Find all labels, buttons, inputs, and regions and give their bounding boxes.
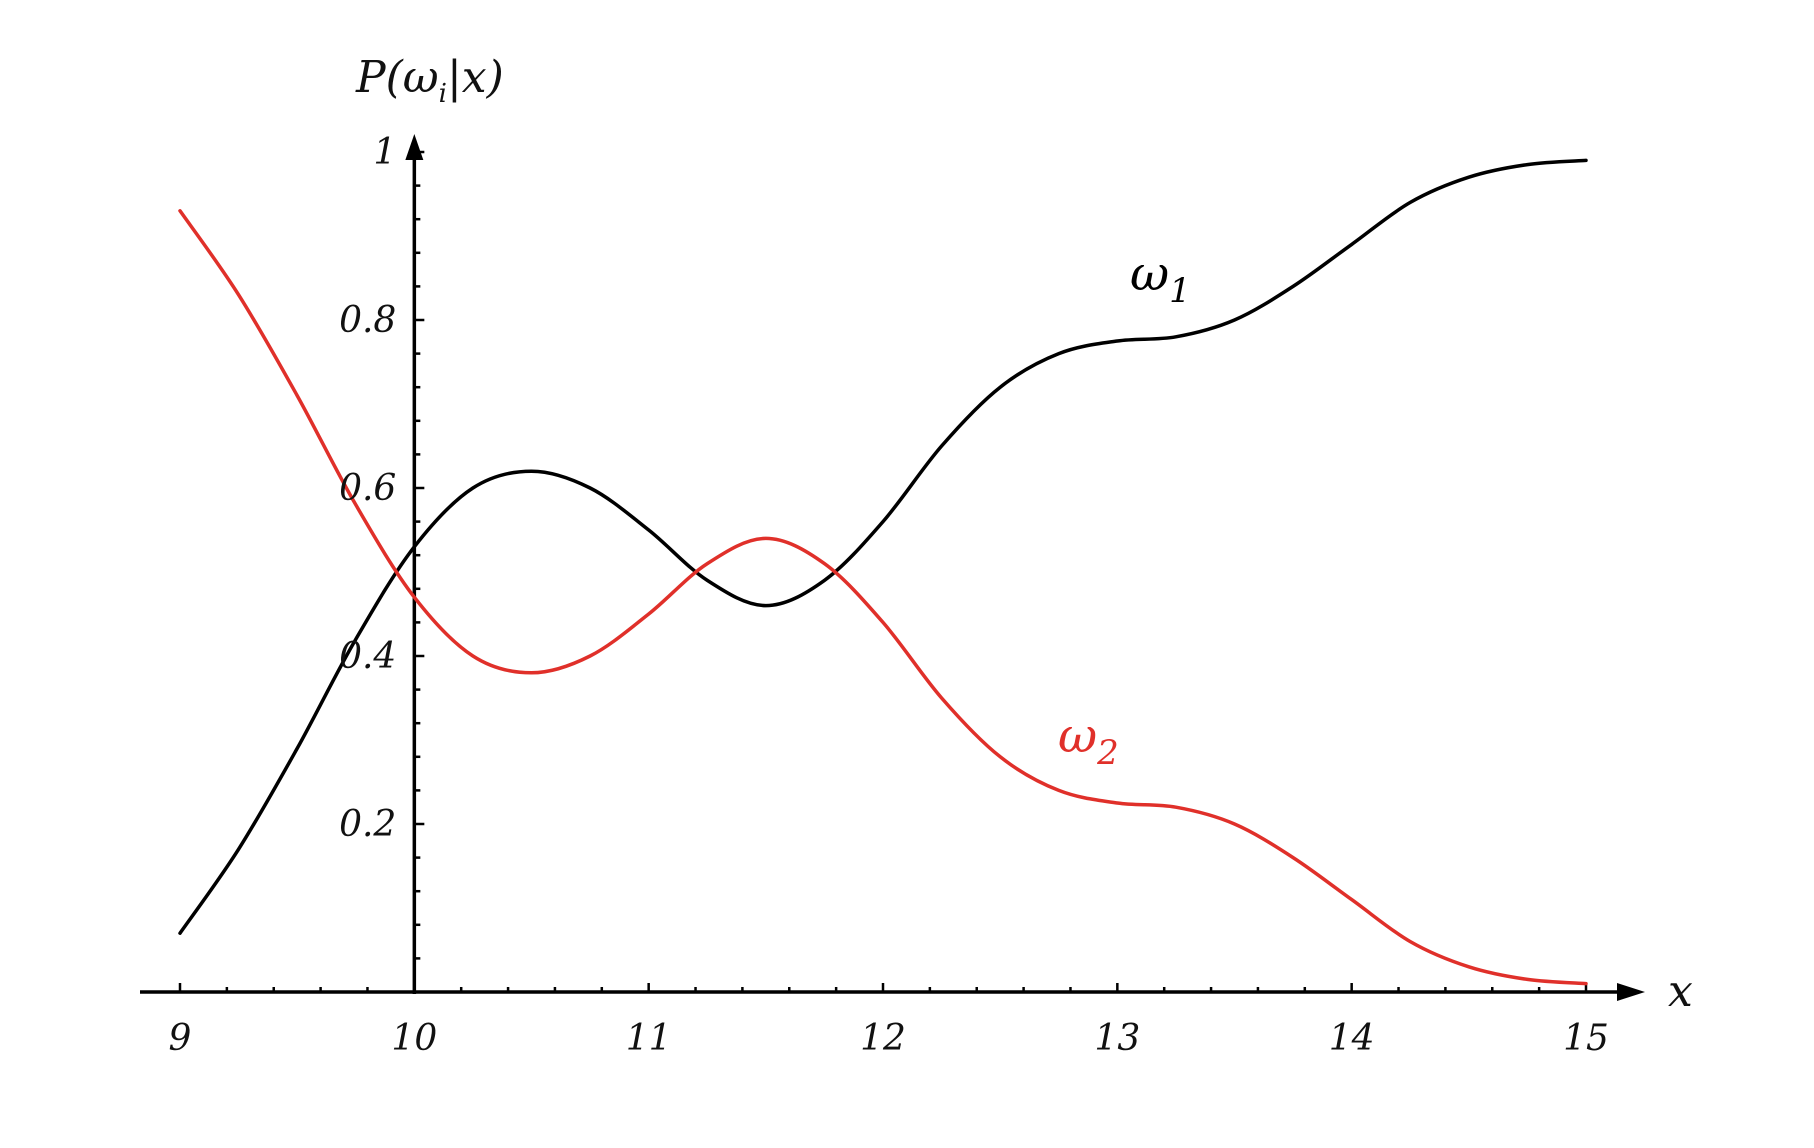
x-tick-label: 12	[860, 1018, 906, 1059]
y-tick-label: 0.2	[339, 804, 396, 845]
x-axis-title: x	[1668, 966, 1693, 1017]
y-tick-label: 0.6	[339, 468, 396, 509]
x-tick-label: 13	[1094, 1018, 1140, 1059]
series-label-1: ω1	[1130, 246, 1191, 311]
curves	[178, 158, 1588, 986]
y-tick-label: 1	[373, 132, 396, 173]
x-tick-label: 10	[391, 1018, 437, 1059]
series-line-2	[178, 209, 1588, 986]
axes	[140, 134, 1645, 1001]
series-label-2: ω2	[1058, 708, 1119, 773]
y-axis-title: P(ωi|x)	[355, 52, 504, 109]
x-tick-label: 9	[169, 1018, 192, 1059]
x-tick-label: 11	[626, 1018, 672, 1059]
y-axis-arrow	[405, 134, 424, 160]
labels: 9 10 11 12 13 14 15 0.2 0.4 0.6 0.8 1 x P(ωi|x) ω1 ω2	[169, 52, 1693, 1059]
x-tick-label: 14	[1329, 1018, 1375, 1059]
y-tick-label: 0.4	[339, 636, 396, 677]
x-tick-label: 15	[1563, 1018, 1609, 1059]
y-tick-label: 0.8	[339, 300, 396, 341]
x-axis-arrow	[1617, 983, 1645, 1001]
series-line-1	[178, 158, 1588, 935]
